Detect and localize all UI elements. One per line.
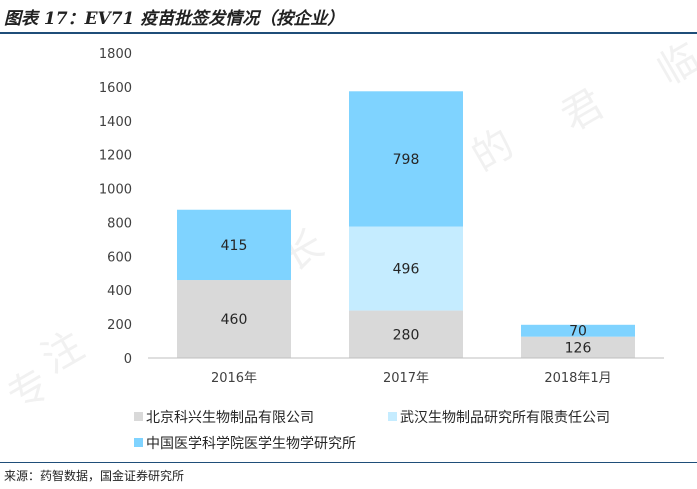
legend-label: 北京科兴生物制品有限公司: [146, 410, 314, 426]
legend: 北京科兴生物制品有限公司 武汉生物制品研究所有限责任公司中国医学科学院医学生物学研…: [134, 410, 610, 452]
bar-segment: [349, 310, 463, 358]
legend-swatch: [134, 438, 143, 447]
bar-segment: [349, 226, 463, 311]
data-label: 70: [569, 324, 587, 340]
data-label: 496: [393, 262, 420, 278]
title-divider: [0, 32, 697, 34]
data-label: 798: [393, 152, 420, 168]
y-tick-label: 600: [107, 250, 132, 265]
watermark-char: 注: [34, 323, 92, 383]
y-tick-label: 400: [107, 284, 132, 299]
x-axis: 2016年 2017年 2018年1月: [148, 357, 664, 386]
y-tick-label: 1800: [99, 47, 132, 62]
y-axis: 0 200 400 600 800 1000 1200 1400 1600 1800: [99, 47, 132, 367]
bar-segment: [521, 336, 635, 358]
data-label: 280: [393, 327, 420, 343]
bar-segment: [177, 209, 291, 281]
source-divider: [0, 462, 697, 463]
y-tick-label: 0: [124, 352, 132, 367]
legend-label: 武汉生物制品研究所有限责任公司: [400, 410, 610, 426]
bar-segment: [521, 324, 635, 337]
y-tick-label: 1600: [99, 81, 132, 96]
bar-segment: [177, 280, 291, 358]
watermark-char: 的: [464, 121, 522, 181]
x-tick-label: 2017年: [383, 371, 429, 386]
data-label: 126: [565, 340, 592, 356]
data-label: 415: [221, 238, 248, 254]
y-tick-label: 200: [107, 318, 132, 333]
chart-title: 图表 17：EV71 疫苗批签发情况（按企业）: [4, 9, 345, 29]
watermark-char: 临: [650, 35, 697, 95]
source-note: 来源：药智数据，国金证券研究所: [4, 469, 185, 483]
data-label: 460: [221, 312, 248, 328]
watermark-char: 君: [554, 81, 612, 141]
x-tick-label: 2016年: [211, 371, 257, 386]
y-tick-label: 1200: [99, 149, 132, 164]
legend-swatch: [134, 412, 143, 421]
x-tick-label: 2018年1月: [544, 371, 611, 386]
y-tick-label: 1400: [99, 115, 132, 130]
legend-label: 中国医学科学院医学生物学研究所: [146, 436, 356, 452]
stacked-bar-chart: 专注成长服的君临 0200400600800100012001400160018…: [0, 35, 697, 452]
bar-segment: [349, 91, 463, 227]
y-tick-label: 800: [107, 216, 132, 231]
y-tick-label: 1000: [99, 183, 132, 198]
legend-swatch: [388, 412, 397, 421]
